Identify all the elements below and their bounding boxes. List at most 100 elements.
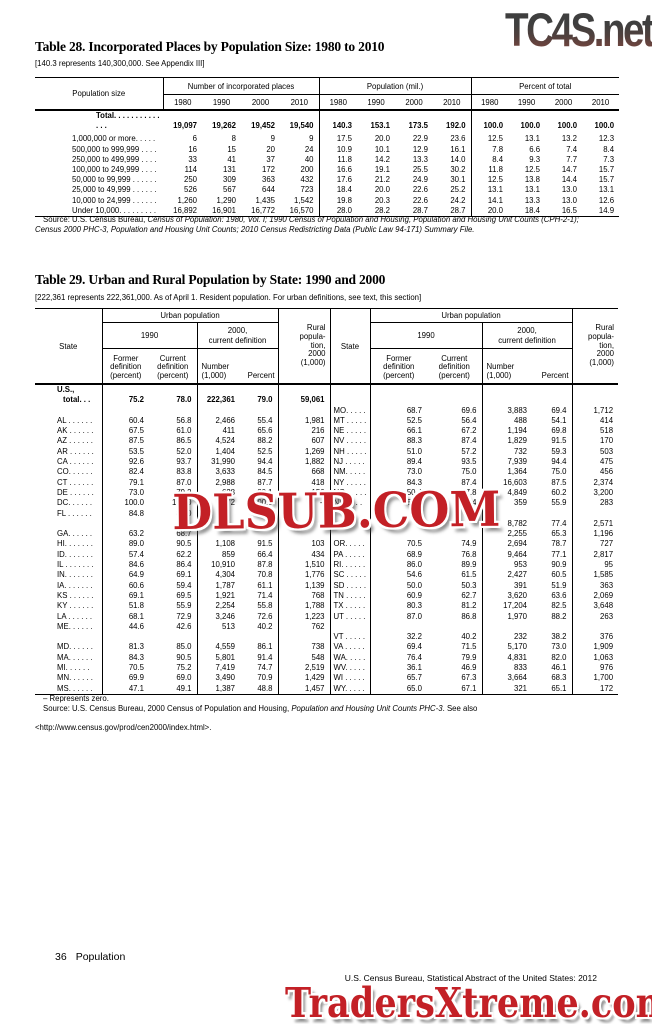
table-cell [278,518,331,530]
table-cell: 33 [188,154,197,164]
table-row: MO. . . . . 68.7 69.6 3,883 69.4 1,712 [35,405,618,416]
table-cell: 53.4 [427,498,483,509]
table-cell: 411 [222,426,235,436]
table-cell: 3,633 [215,467,235,477]
table-cell: 14.9 [582,205,620,218]
table-cell [572,384,618,395]
year-header: 1990 [508,94,546,111]
table-cell: 15 [227,144,236,154]
table-cell: 3,648 [593,601,614,611]
row-label: NM. . . . . [330,467,371,478]
table-cell: 3,664 [507,673,528,683]
table-cell: 16,772 [241,205,280,218]
table-cell: 283 [600,498,614,508]
table-cell: 91.4 [240,652,279,664]
table-cell: 6.6 [529,144,541,154]
row-label: VT . . . . . [330,632,371,643]
table-cell: 7,419 [215,663,235,673]
table-cell: 55.4 [240,415,279,427]
table-cell: 1,269 [278,446,331,458]
table-cell: 572 [221,498,235,508]
table-cell: 1,909 [593,642,614,652]
table-cell: 14.2 [374,154,390,164]
table-cell: 321 [482,683,533,695]
table-cell: 1,882 [278,457,331,468]
table-cell: 42.6 [149,621,198,633]
table-row: KS . . . . . . 69.1 69.5 1,921 71.4 768 TN . .… [35,590,618,602]
source-citation: Population and Housing Unit Counts PHC-3 [291,704,443,713]
table-cell: 16.1 [433,144,472,155]
table-cell [482,509,532,519]
row-label [330,529,371,540]
table-cell: 216 [278,426,331,437]
table-cell: 14.7 [561,165,578,175]
table-cell: 414 [600,415,614,425]
table-cell: 14.1 [487,195,504,205]
table-cell: 20.0 [374,185,390,195]
table-cell: 833 [514,663,528,673]
table-cell: 86.8 [427,611,483,622]
table-cell: 30.1 [433,175,472,186]
row-label: MO. . . . . [330,405,371,416]
table-cell [197,384,240,395]
table-row: MI. . . . . . 70.5 75.2 7,419 74.7 2,519 WV. .… [35,663,618,674]
table-cell: 17.6 [336,175,352,185]
table-cell: 24.2 [433,195,472,206]
table-cell: 727 [600,539,614,549]
table-cell: 66.4 [240,549,279,561]
table-row: 8,782 77.4 2,571 [35,518,618,530]
table-cell: 50.4 [406,487,423,497]
table-cell [427,395,483,406]
table-cell: 67.2 [427,426,483,437]
table-cell: 15.7 [598,165,615,175]
table-cell [278,405,331,416]
row-label: SC . . . . . [330,570,371,581]
row-label [330,384,371,396]
table-row: LA . . . . . . 68.1 72.9 3,246 72.6 1,223 UT .… [35,611,618,622]
table-cell: 53.5 [128,446,144,456]
table-cell: 607 [278,436,331,447]
table-cell: 89.0 [128,539,144,549]
table-cell: 13.3 [412,154,428,164]
table29-note: [222,361 represents 222,361,000. As of A… [35,293,422,302]
table-cell: 87.0 [406,611,423,621]
table-cell: 2,466 [215,415,235,425]
table-cell: 170 [600,436,614,446]
table-cell: 363 [261,175,275,185]
col-header-former: Former definition (percent) [102,348,149,385]
row-label: SD . . . . . [330,580,371,591]
table-cell: 1,457 [278,683,331,695]
table-cell: 16 [188,144,197,154]
table-cell: 475 [600,457,614,467]
table-cell [149,405,198,416]
table-cell: 22.6 [412,195,428,205]
table-row: total. . . 75.2 78.0 222,361 79.0 59,061 [35,395,618,406]
table-row: AL . . . . . . 60.4 56.8 2,466 55.4 1,981 MT .… [35,415,618,427]
table-cell: 75.0 [427,467,483,478]
table-cell: 51.0 [406,446,423,456]
table-cell: 79.2 [149,487,198,499]
table-cell [532,384,573,396]
row-label: WY. . . . . [330,683,371,695]
table-cell: 1,921 [215,590,235,600]
table-cell: 32.2 [406,632,423,642]
row-label: ID. . . . . . . [35,549,103,561]
table-row: AK . . . . . . 67.5 61.0 411 65.6 216 NE . . .… [35,426,618,437]
row-label: KS . . . . . . [35,590,103,602]
year-header: 2000 [545,94,583,111]
table-cell: 30.2 [433,165,472,176]
table-cell: 65.0 [370,683,428,695]
table-cell: 81.3 [128,642,144,652]
table-cell: 75.2 [149,663,198,674]
table-cell: 62.7 [427,590,483,602]
table-cell: 19.1 [374,165,390,175]
table-cell: 20 [266,144,275,154]
table-cell: 20.0 [471,205,509,218]
table-cell: 359 [514,498,528,508]
table-cell: 2,255 [507,529,528,539]
table-cell: 18.4 [508,205,546,218]
table-cell: 976 [600,663,614,673]
table-cell: 91.5 [240,539,279,550]
table-row: 25,000 to 49,999 . . . . . . 526 567 644 723… [35,185,619,196]
row-label: VA . . . . . [330,642,371,653]
